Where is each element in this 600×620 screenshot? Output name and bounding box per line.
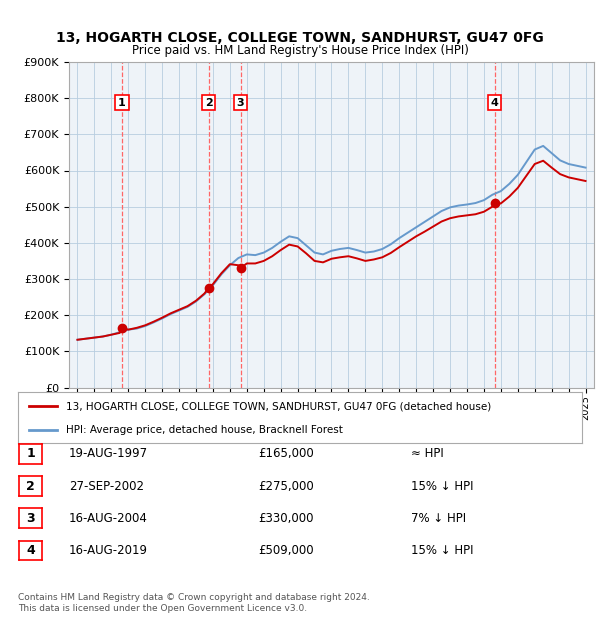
Text: 1: 1 xyxy=(118,98,126,108)
Text: HPI: Average price, detached house, Bracknell Forest: HPI: Average price, detached house, Brac… xyxy=(66,425,343,435)
Text: £330,000: £330,000 xyxy=(258,512,314,525)
Text: £275,000: £275,000 xyxy=(258,480,314,492)
Text: Contains HM Land Registry data © Crown copyright and database right 2024.
This d: Contains HM Land Registry data © Crown c… xyxy=(18,593,370,613)
Text: 4: 4 xyxy=(26,544,35,557)
Text: 3: 3 xyxy=(26,512,35,525)
Text: 16-AUG-2004: 16-AUG-2004 xyxy=(69,512,148,525)
Text: £509,000: £509,000 xyxy=(258,544,314,557)
Text: 1: 1 xyxy=(26,448,35,460)
Text: 16-AUG-2019: 16-AUG-2019 xyxy=(69,544,148,557)
Text: ≈ HPI: ≈ HPI xyxy=(411,448,444,460)
Text: 13, HOGARTH CLOSE, COLLEGE TOWN, SANDHURST, GU47 0FG: 13, HOGARTH CLOSE, COLLEGE TOWN, SANDHUR… xyxy=(56,32,544,45)
Text: 15% ↓ HPI: 15% ↓ HPI xyxy=(411,544,473,557)
Text: 15% ↓ HPI: 15% ↓ HPI xyxy=(411,480,473,492)
Text: £165,000: £165,000 xyxy=(258,448,314,460)
Text: Price paid vs. HM Land Registry's House Price Index (HPI): Price paid vs. HM Land Registry's House … xyxy=(131,45,469,57)
Text: 2: 2 xyxy=(205,98,212,108)
Text: 13, HOGARTH CLOSE, COLLEGE TOWN, SANDHURST, GU47 0FG (detached house): 13, HOGARTH CLOSE, COLLEGE TOWN, SANDHUR… xyxy=(66,401,491,411)
Text: 7% ↓ HPI: 7% ↓ HPI xyxy=(411,512,466,525)
Text: 4: 4 xyxy=(491,98,499,108)
Text: 19-AUG-1997: 19-AUG-1997 xyxy=(69,448,148,460)
Text: 2: 2 xyxy=(26,480,35,492)
Text: 27-SEP-2002: 27-SEP-2002 xyxy=(69,480,144,492)
Text: 3: 3 xyxy=(237,98,244,108)
